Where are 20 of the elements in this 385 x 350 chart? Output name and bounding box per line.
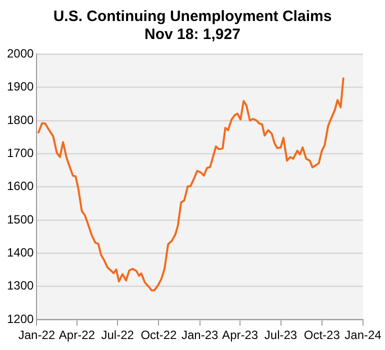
- x-tick-label: Jul-23: [264, 328, 298, 342]
- y-tick-label: 1600: [6, 179, 34, 194]
- y-tick-label: 1300: [6, 278, 34, 293]
- x-tick-label: Apr-23: [222, 328, 258, 342]
- x-tick-label: Jan-22: [18, 328, 56, 342]
- y-tick-label: 1700: [6, 146, 34, 160]
- x-tick-label: Oct-23: [304, 328, 340, 342]
- y-tick-label: 1200: [6, 312, 34, 326]
- chart-subtitle: Nov 18: 1,927: [144, 26, 242, 44]
- x-tick-label: Apr-22: [58, 328, 96, 342]
- y-tick-label: 1400: [6, 246, 34, 260]
- x-tick-label: Jan-23: [181, 328, 219, 342]
- y-tick-label: 1800: [6, 112, 34, 127]
- y-tick-label: 1900: [6, 80, 34, 94]
- y-tick-label: 2000: [6, 46, 34, 61]
- y-tick-label: 1500: [6, 212, 34, 226]
- x-tick-label: Jan-24: [344, 328, 382, 342]
- x-tick-label: Oct-22: [140, 328, 178, 342]
- x-tick-label: Jul-22: [101, 328, 134, 342]
- chart-title: U.S. Continuing Unemployment Claims: [52, 8, 333, 26]
